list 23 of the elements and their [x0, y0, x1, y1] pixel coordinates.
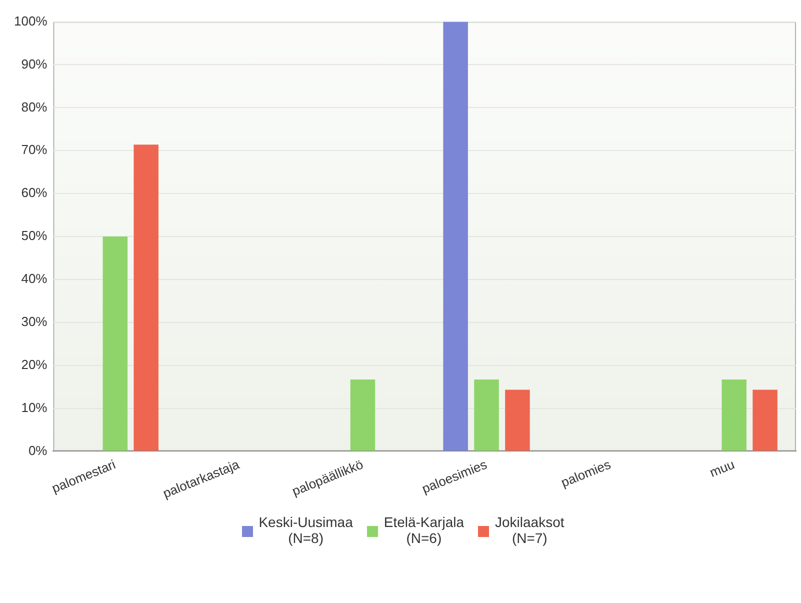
- bar: [722, 380, 746, 451]
- y-tick-label: 60%: [21, 185, 48, 200]
- bar: [474, 380, 499, 451]
- y-tick-label: 50%: [21, 228, 48, 244]
- y-tick-label: 70%: [21, 142, 48, 158]
- bar: [752, 390, 778, 451]
- bar: [443, 22, 468, 451]
- legend-label: Jokilaaksot (N=7): [495, 514, 564, 546]
- legend-label: Etelä-Karjala (N=6): [384, 514, 464, 546]
- y-tick-label: 30%: [21, 314, 48, 329]
- x-tick-label: muu: [707, 456, 737, 480]
- bar: [350, 380, 376, 451]
- y-tick-label: 90%: [21, 56, 48, 72]
- y-tick-label: 40%: [21, 271, 48, 286]
- bar: [102, 236, 128, 451]
- y-tick-label: 10%: [21, 400, 48, 415]
- y-tick-label: 0%: [28, 442, 48, 458]
- y-tick-label: 20%: [21, 356, 48, 372]
- bar: [505, 390, 530, 451]
- bar: [134, 144, 158, 451]
- y-tick-label: 80%: [21, 99, 48, 114]
- legend-label: Keski-Uusimaa (N=8): [258, 514, 353, 546]
- y-tick-label: 100%: [14, 13, 48, 28]
